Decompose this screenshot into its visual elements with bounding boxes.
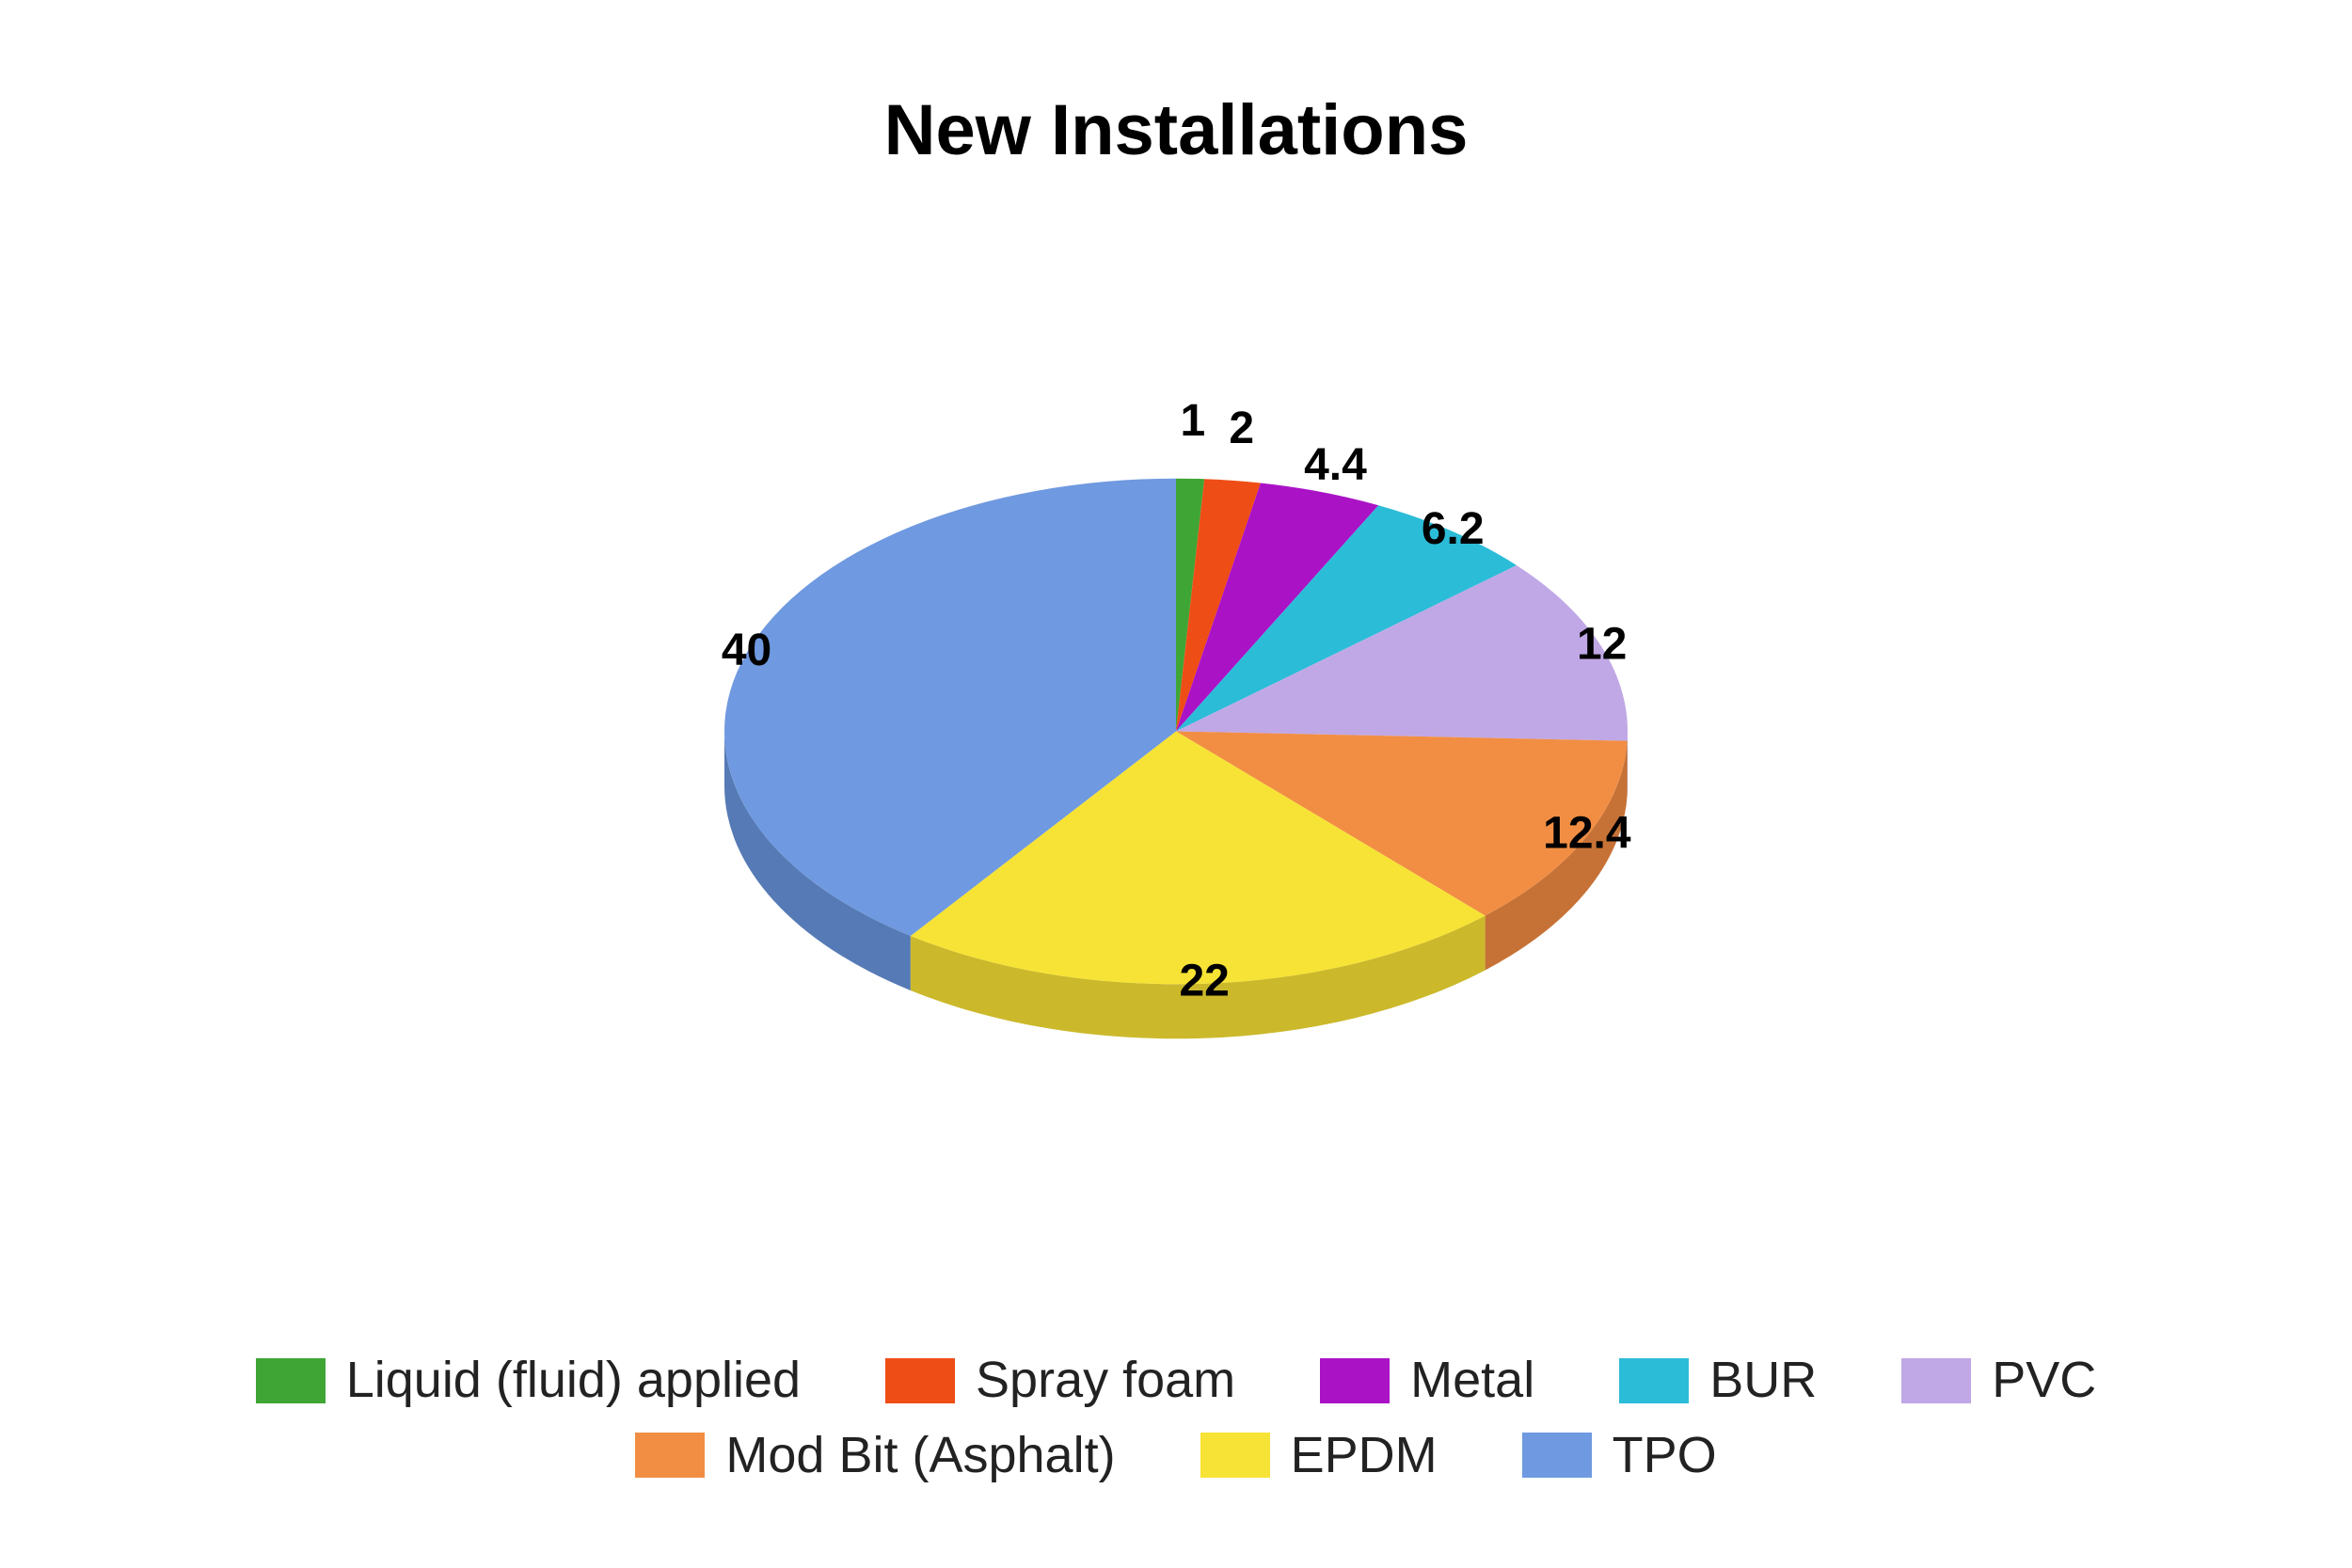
slice-value-label: 6.2 [1422,504,1485,554]
slice-value-label: 40 [722,626,771,675]
legend-swatch [1320,1358,1390,1403]
slice-value-label: 1 [1180,396,1205,446]
legend-swatch [1619,1358,1689,1403]
legend-item: PVC [1901,1353,2096,1408]
legend-label: EPDM [1291,1428,1438,1483]
legend-label: Mod Bit (Asphalt) [725,1428,1115,1483]
legend-label: TPO [1613,1428,1717,1483]
legend-label: BUR [1709,1353,1817,1408]
legend-label: Liquid (fluid) applied [346,1353,801,1408]
legend-label: PVC [1992,1353,2096,1408]
legend-item: Spray foam [885,1353,1235,1408]
slice-value-label: 12 [1577,620,1627,670]
slice-value-label: 4.4 [1304,440,1367,490]
legend-item: Metal [1320,1353,1534,1408]
pie-top [724,479,1628,985]
legend-item: Mod Bit (Asphalt) [635,1428,1115,1483]
legend-swatch [256,1358,326,1403]
legend: Liquid (fluid) applied Spray foam Metal BUR… [103,1353,2249,1483]
slice-value-label: 12.4 [1543,809,1631,859]
legend-label: Metal [1410,1353,1534,1408]
legend-swatch [1522,1433,1592,1478]
slice-value-label: 22 [1179,956,1229,1006]
legend-item: Liquid (fluid) applied [256,1353,801,1408]
legend-swatch [635,1433,705,1478]
legend-item: EPDM [1200,1428,1438,1483]
pie-chart: 12 4.4 6.2 12 12.4 22 40 [517,261,1835,1207]
legend-swatch [1200,1433,1270,1478]
legend-item: BUR [1619,1353,1817,1408]
legend-item: TPO [1522,1428,1717,1483]
legend-swatch [1901,1358,1971,1403]
chart-title: New Installations [0,89,2352,171]
legend-label: Spray foam [976,1353,1235,1408]
legend-swatch [885,1358,955,1403]
slice-value-label: 2 [1229,404,1254,453]
